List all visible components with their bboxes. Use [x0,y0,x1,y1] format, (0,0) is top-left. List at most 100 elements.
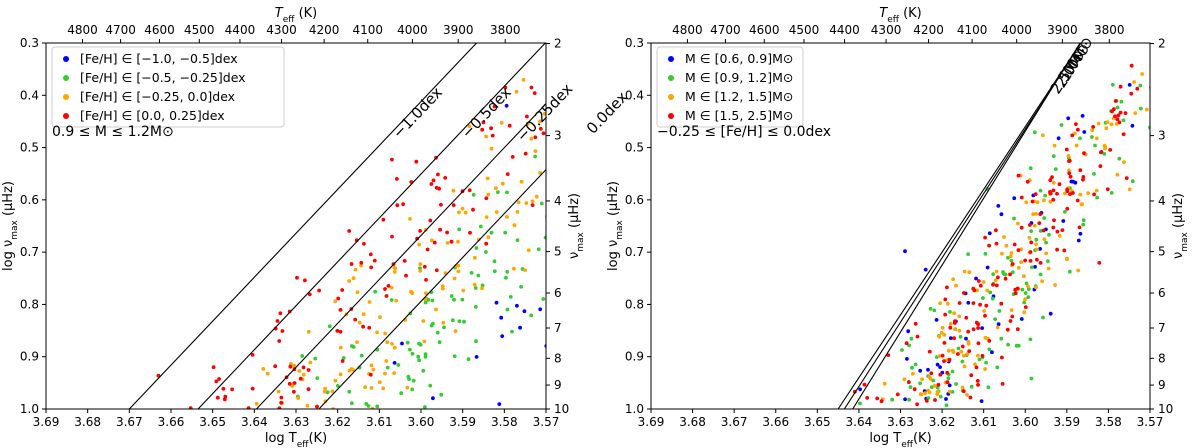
data-point [1028,250,1033,254]
data-point [497,402,502,406]
data-point [1110,82,1115,87]
data-point [1105,187,1110,192]
data-point [556,182,560,186]
data-point [315,404,319,409]
data-point [377,380,382,385]
data-point [492,269,497,274]
data-point [424,291,428,296]
data-point [946,348,951,353]
data-point [954,382,958,386]
legend-label: [Fe/H] ∈ [−0.25, 0.0]dex [80,89,235,104]
data-point [1078,136,1082,141]
data-point [338,329,343,334]
data-point [323,386,327,391]
data-point [991,282,995,287]
data-point [1053,167,1058,172]
data-point [547,243,551,247]
data-point [1065,206,1070,211]
data-point [463,210,468,215]
right-tick-label: 9 [554,378,562,392]
data-point [384,359,389,363]
data-point [418,229,422,233]
data-point [1104,126,1109,131]
data-point [390,342,394,346]
data-point [988,290,993,295]
y-axis-label: log νmax (μHz) [606,181,625,271]
data-point [1013,291,1018,296]
data-point [1062,248,1067,253]
data-point [516,200,521,205]
y-tick-label: 0.3 [20,36,39,50]
data-point [976,341,981,346]
data-point [1102,152,1107,156]
y-tick-label: 0.8 [20,297,39,311]
data-point [1022,300,1027,305]
data-point [1038,272,1043,277]
data-point [515,303,519,308]
data-point [969,373,974,378]
data-point [494,210,499,214]
x-tick-label: 3.57 [533,415,560,429]
data-point [1073,180,1078,185]
data-point [1051,197,1056,202]
data-point [515,238,520,243]
data-point [912,387,917,392]
data-point [492,259,497,264]
data-point [979,399,984,403]
data-point [1048,190,1052,194]
data-point [250,353,255,357]
data-point [292,381,297,385]
line-label: −0.5dex [458,83,515,142]
data-point [586,159,590,163]
data-point [1173,130,1177,134]
y-tick-label: 0.6 [625,193,644,207]
top-tick-label: 4200 [913,23,944,37]
data-point [1042,237,1047,242]
data-point [999,336,1004,341]
data-point [1127,187,1132,192]
data-point [915,334,920,339]
data-point [558,261,562,265]
data-point [932,308,937,313]
data-point [1010,270,1015,275]
data-point [1151,137,1155,141]
data-point [437,186,441,191]
data-point [504,275,508,280]
data-point [523,151,528,156]
x-tick-label: 3.66 [158,415,185,429]
data-point [424,278,428,282]
top-tick-label: 4800 [672,23,703,37]
data-point [416,354,421,359]
top-tick-label: 4100 [352,23,383,37]
data-point [468,230,472,235]
top-axis-label-main: T [275,6,284,21]
data-point [879,399,884,404]
data-point [1019,260,1023,265]
top-axis-label-unit: (K) [899,6,922,21]
data-point [1000,382,1005,386]
legend-marker [668,75,674,81]
data-point [1016,265,1021,270]
data-point [489,126,493,131]
data-point [792,141,796,145]
data-point [965,352,970,356]
data-point [1023,291,1028,295]
data-point [1035,200,1040,205]
data-point [543,235,546,240]
data-point [630,211,634,215]
data-point [1044,251,1049,256]
data-point [250,386,255,391]
data-point [1160,146,1164,150]
data-point [1066,154,1071,158]
data-point [994,269,999,274]
data-point [539,201,544,206]
data-point [410,387,415,392]
legend-label: M ∈ [0.6, 0.9]M⊙ [685,51,793,66]
data-point [1009,258,1014,263]
data-point [1030,265,1034,270]
data-point [1116,113,1121,118]
data-point [335,384,340,388]
data-point [986,385,991,390]
data-point [1034,242,1038,247]
x-tick-label: 3.67 [721,415,748,429]
